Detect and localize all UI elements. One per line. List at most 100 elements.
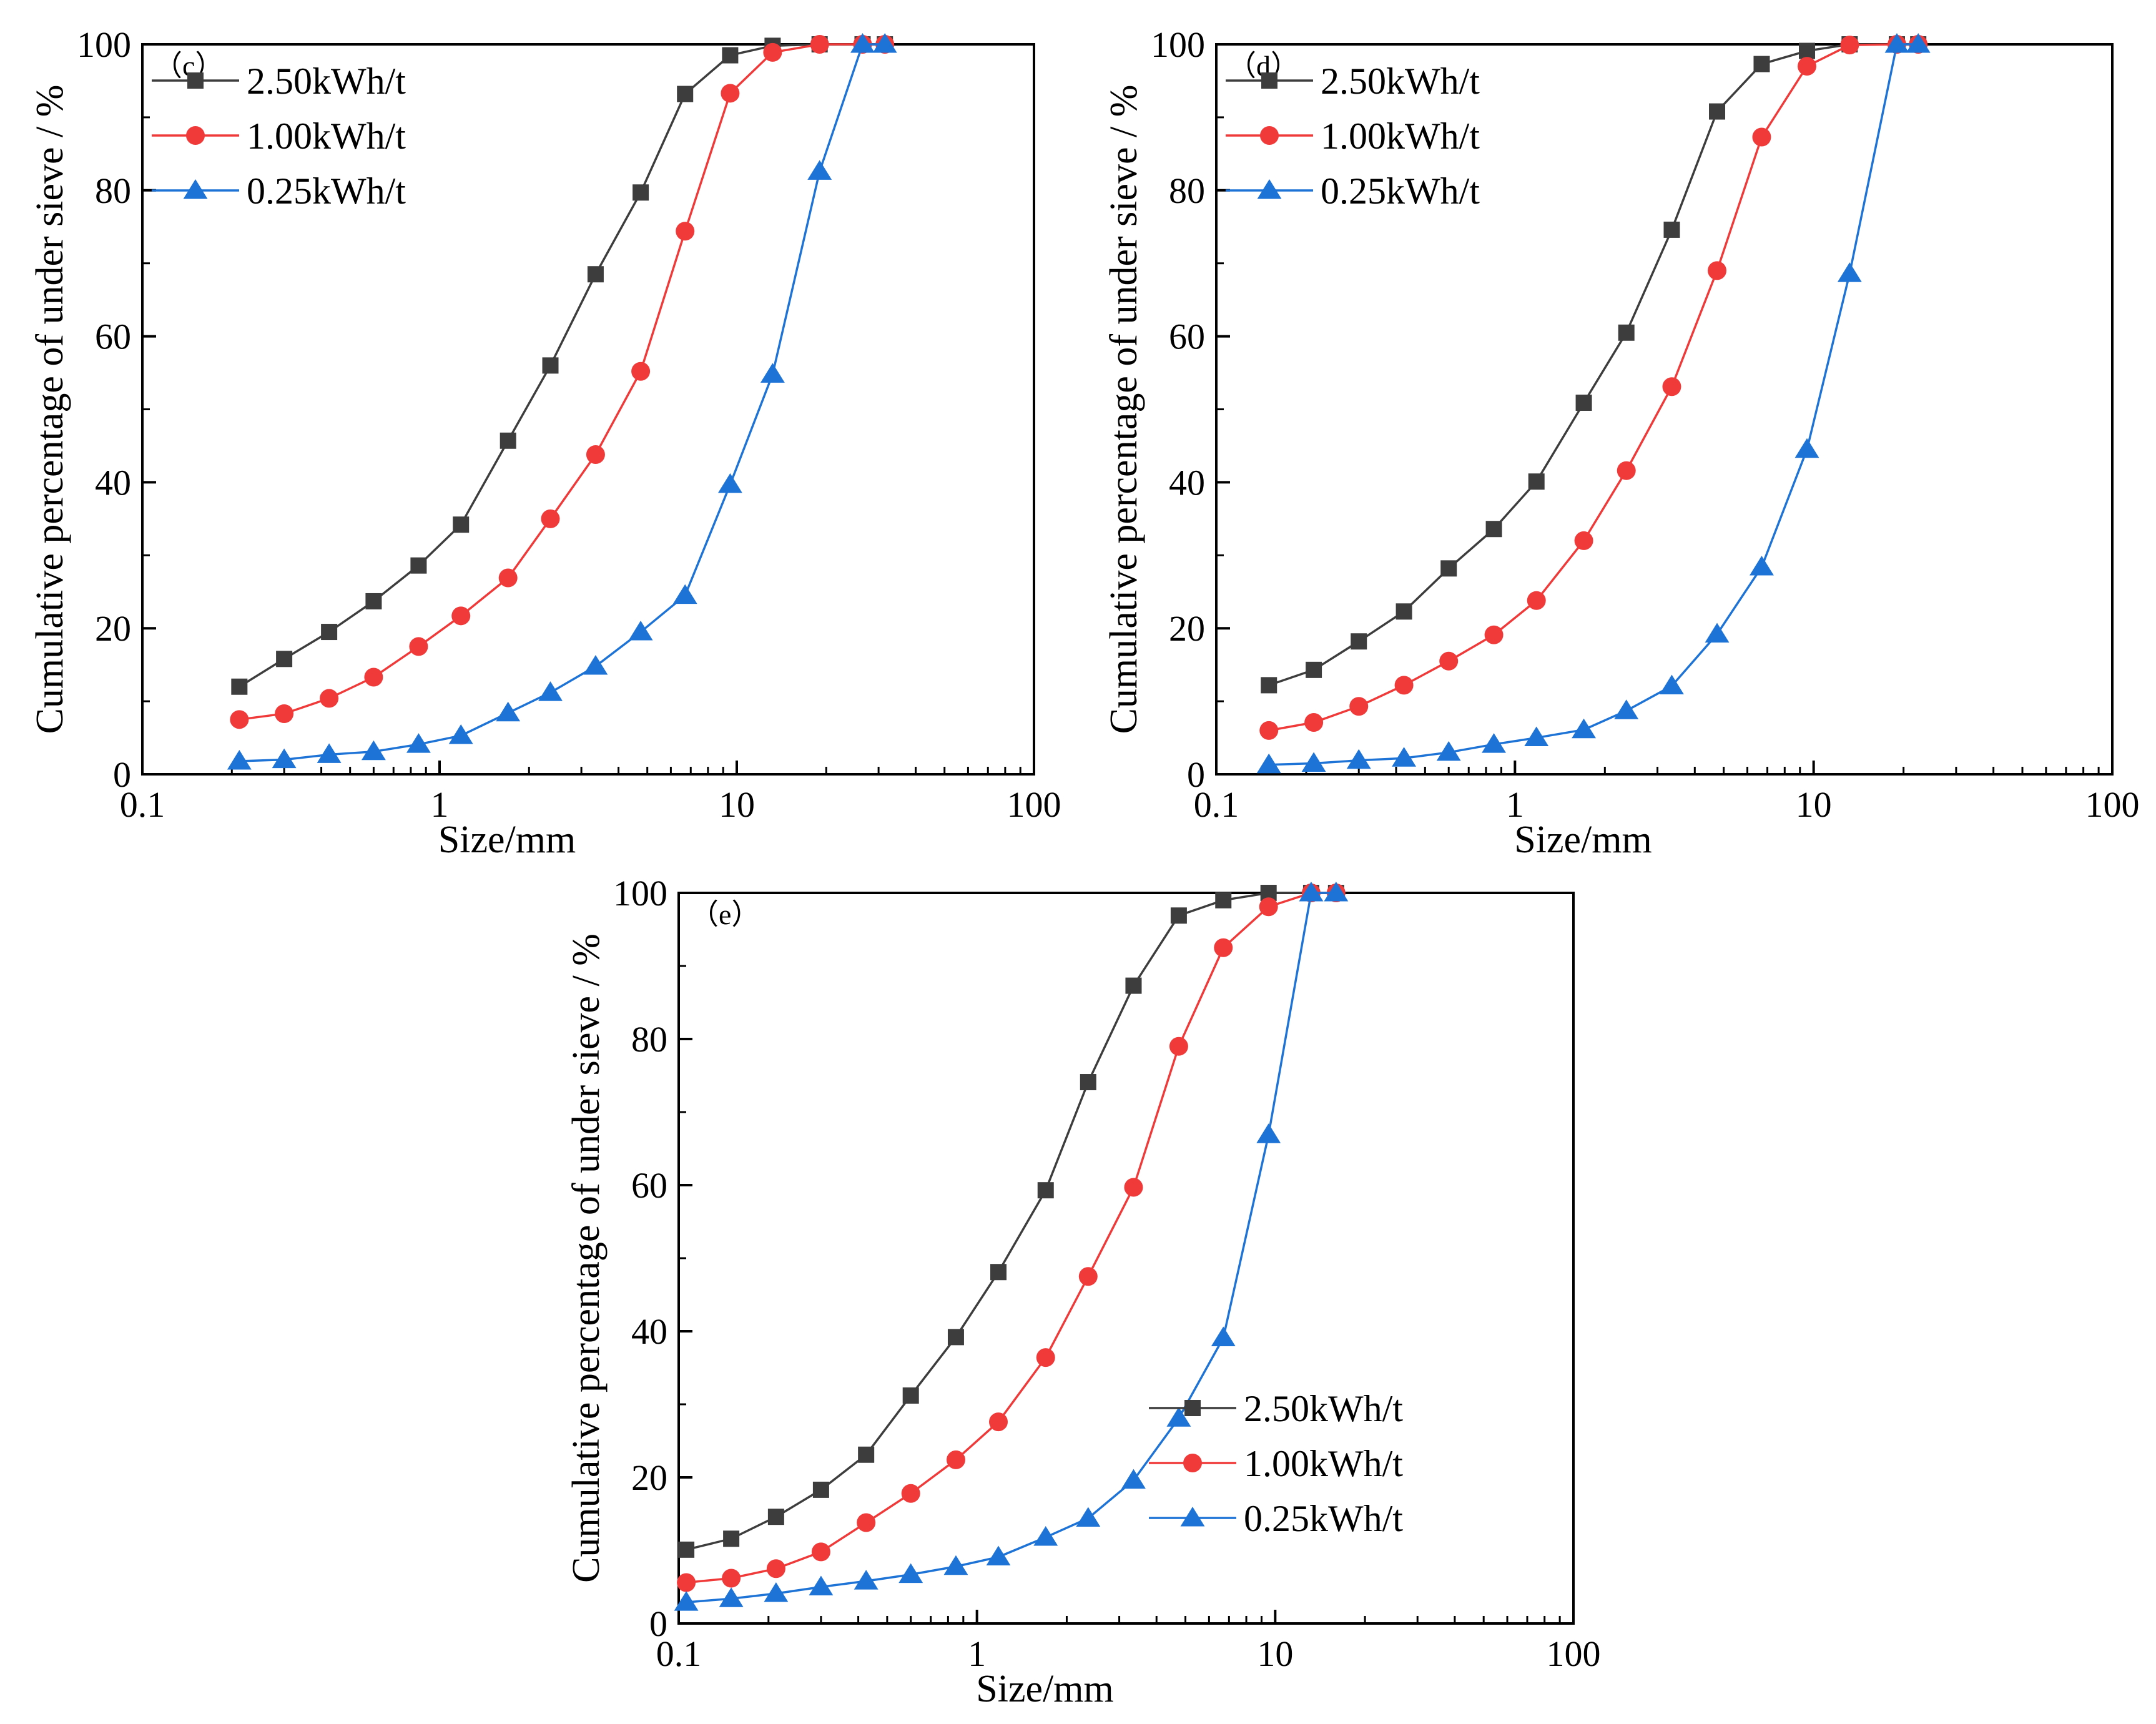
data-point (1906, 33, 1931, 53)
x-axis-title: Size/mm (1514, 819, 1651, 861)
y-tick-label: 100 (613, 873, 667, 914)
data-point (361, 740, 386, 761)
x-tick-label: 10 (1796, 784, 1832, 825)
data-point (857, 1513, 876, 1532)
series-0.25kWh/t (227, 33, 897, 770)
data-point (1618, 324, 1635, 341)
y-tick-label: 80 (631, 1019, 667, 1060)
y-tick-label: 80 (95, 170, 131, 211)
data-point (1166, 1407, 1191, 1427)
data-point (677, 1573, 696, 1592)
legend-label: 2.50kWh/t (1321, 61, 1480, 102)
data-point (1395, 603, 1412, 620)
data-point (1439, 651, 1459, 671)
data-point (272, 748, 297, 769)
y-tick-label: 0 (1187, 754, 1205, 795)
series-line (1268, 43, 1919, 732)
data-point (1121, 1469, 1146, 1489)
series-line (1269, 43, 1919, 766)
legend-label: 1.00kWh/t (1321, 116, 1480, 157)
data-point (1304, 713, 1324, 732)
legend: 2.50kWh/t 1.00kWh/t 0.25kWh/t (1149, 1388, 1403, 1539)
data-point (1798, 57, 1817, 76)
x-tick-label: 100 (1007, 784, 1061, 825)
y-tick-label: 60 (631, 1165, 667, 1206)
data-point (811, 1542, 830, 1562)
x-tick-label: 100 (2085, 784, 2140, 825)
data-point (723, 1530, 740, 1547)
data-point (542, 357, 559, 374)
data-point (320, 689, 339, 708)
chart-panel-e: 0.1 1 10 100 0 20 40 60 80 100 Size/mm Cumulative p… (565, 873, 1601, 1710)
series-line (1268, 43, 1919, 687)
y-tick-label: 20 (1169, 608, 1205, 649)
data-point (946, 1450, 965, 1469)
data-point (230, 710, 249, 729)
data-point (410, 557, 427, 574)
series-2.50kWh/t (1261, 36, 1927, 694)
x-tick-label: 100 (1547, 1633, 1601, 1674)
data-point (1837, 262, 1862, 282)
data-point (1037, 1182, 1054, 1199)
data-point (764, 1582, 789, 1602)
data-point (1482, 733, 1507, 753)
data-point (812, 1481, 829, 1498)
data-point (633, 184, 649, 201)
data-point (451, 606, 471, 626)
data-point (677, 86, 694, 102)
data-point (1215, 892, 1232, 909)
y-tick-label: 40 (1169, 462, 1205, 503)
data-point (1660, 674, 1684, 695)
data-point (1256, 753, 1281, 774)
series-line (239, 43, 885, 762)
data-point (538, 681, 563, 701)
data-point (1394, 676, 1414, 695)
data-point (1708, 261, 1727, 280)
data-point (1211, 1326, 1236, 1347)
data-point (1261, 677, 1277, 694)
data-point (809, 1575, 834, 1595)
panel-tag: （e） (690, 899, 760, 930)
data-point (1078, 1267, 1098, 1286)
legend-marker (187, 72, 204, 89)
data-point (1574, 531, 1593, 550)
data-point (721, 84, 740, 103)
data-point (1259, 897, 1278, 917)
chart-panel-c: 0.1 1 10 100 0 20 40 60 80 100 Size/mm Cumulative p… (29, 24, 1061, 861)
data-point (1752, 127, 1771, 147)
data-point (902, 1387, 919, 1404)
legend-marker (1260, 126, 1279, 145)
data-point (1169, 1037, 1188, 1056)
x-tick-label: 0.1 (656, 1633, 702, 1674)
data-point (1080, 1074, 1096, 1091)
legend-marker (1257, 179, 1282, 199)
y-axis-title: Cumulative percentage of under sieve / % (565, 933, 608, 1583)
y-tick-label: 40 (631, 1311, 667, 1352)
y-tick-label: 20 (95, 608, 131, 649)
data-point (1346, 749, 1371, 769)
x-axis-title: Size/mm (438, 819, 576, 861)
data-point (1614, 699, 1639, 719)
x-tick-label: 10 (1257, 1633, 1293, 1674)
data-point (1799, 42, 1816, 59)
data-point (1036, 1348, 1055, 1367)
data-point (807, 160, 832, 180)
y-tick-label: 60 (1169, 317, 1205, 357)
legend-label: 2.50kWh/t (1244, 1388, 1403, 1429)
data-point (1324, 882, 1349, 902)
legend-label: 1.00kWh/t (1244, 1443, 1403, 1484)
data-point (990, 1264, 1007, 1281)
x-axis-title: Size/mm (976, 1668, 1113, 1710)
data-point (767, 1509, 784, 1525)
data-point (989, 1412, 1008, 1432)
data-point (1124, 1178, 1143, 1197)
data-point (1351, 633, 1367, 650)
legend-marker (1261, 72, 1277, 89)
data-point (722, 47, 739, 64)
data-point (1753, 56, 1770, 72)
data-point (1528, 473, 1545, 490)
legend-label: 1.00kWh/t (247, 116, 406, 157)
data-point (275, 704, 294, 723)
legend-marker (183, 179, 208, 199)
